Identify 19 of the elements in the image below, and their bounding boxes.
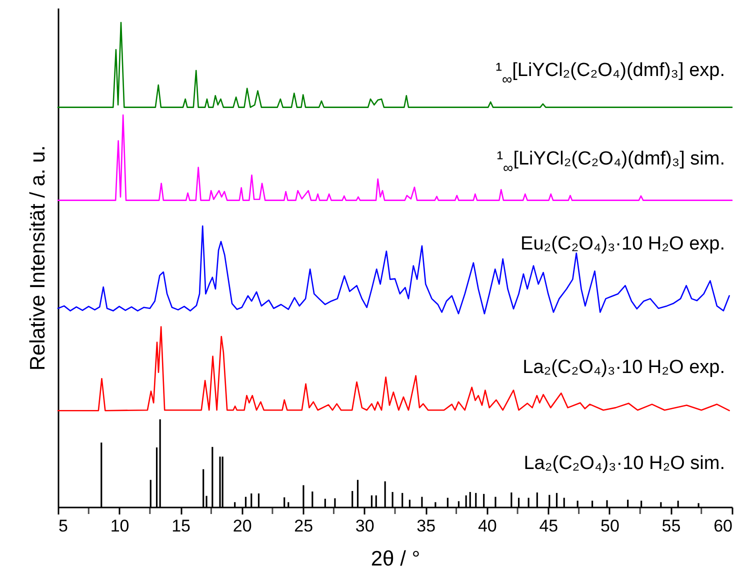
x-axis-title: 2θ / ° [370,548,420,570]
x-tick-label: 5 [58,516,68,536]
series-label: ¹$_{∞}$[LiYCl₂(C₂O₄)(dmf)₃] sim. [496,148,725,176]
x-tick-label: 35 [416,516,436,536]
x-tick-label: 55 [662,516,681,536]
x-tick-label: 45 [539,516,558,536]
x-tick-label: 40 [478,516,497,536]
x-tick-label: 25 [294,516,314,536]
x-tick-label: 50 [600,516,620,536]
x-tick-label: 10 [110,516,130,536]
x-tick-label: 30 [355,516,374,536]
x-tick-label: 20 [232,516,252,536]
series-label: ¹$_{∞}$[LiYCl₂(C₂O₄)(dmf)₃] exp. [496,60,725,88]
series-label: La₂(C₂O₄)₃·10 H₂O exp. [522,356,725,378]
x-tick-label: 15 [172,516,191,536]
series-label: Eu₂(C₂O₄)₃·10 H₂O exp. [520,233,725,254]
x-tick-label: 60 [714,516,732,536]
y-axis-title: Relative Intensität / a. u. [26,145,50,371]
series-label: La₂(C₂O₄)₃·10 H₂O sim. [524,453,725,474]
